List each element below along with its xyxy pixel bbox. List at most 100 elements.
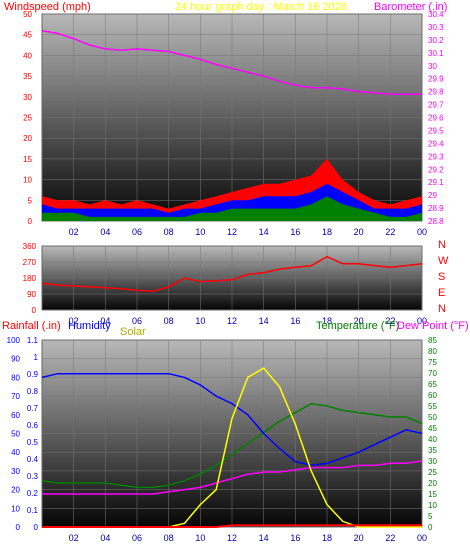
temperature-axis-label: Temperature (°F) [316,320,399,332]
humidity-axis-label: Humidity [68,320,111,332]
rain-y-tick: 0.8 [27,387,39,396]
x-tick-label: 12 [227,227,237,237]
barometer-axis-label: Barometer (.in) [374,1,447,13]
dewpoint-series [42,460,423,495]
rainfall-axis-label: Rainfall (.in) [2,320,61,332]
rain-y-tick: 0.7 [27,404,39,413]
x-tick-label: 16 [290,227,300,237]
temp-y-tick: 45 [428,424,437,433]
humidity-y-tick: 0 [16,523,21,532]
humidity-y-tick: 80 [11,373,20,382]
wind-direction-series [41,255,423,293]
temp-y-tick: 25 [428,468,437,477]
graph-title: 24 hour graph day : March 16 2026 [175,1,347,13]
wind-y-tick: 0 [28,217,33,226]
x-tick-label: 22 [385,316,395,326]
rain-y-tick: 0 [34,523,39,532]
humidity-y-tick: 20 [11,486,20,495]
temp-y-tick: 55 [428,402,437,411]
temp-y-tick: 80 [428,347,437,356]
temp-y-tick: 30 [428,457,437,466]
humidity-series [41,372,423,467]
dewpoint-axis-label: Dew Point (°F) [397,320,469,332]
x-tick-label: 08 [164,227,174,237]
rain-y-tick: 1.1 [27,336,39,345]
baro-y-tick: 30.4 [428,10,444,19]
humidity-y-tick: 60 [11,411,20,420]
x-tick-label: 14 [259,533,269,543]
wind-y-tick: 45 [23,31,32,40]
wind-y-tick: 20 [23,134,32,143]
humidity-y-tick: 90 [11,355,20,364]
baro-y-tick: 29.8 [428,88,444,97]
temp-y-tick: 15 [428,490,437,499]
direction-y-tick: 180 [23,274,37,283]
direction-y-tick: 360 [23,242,37,251]
x-tick-label: 10 [195,316,205,326]
x-tick-label: 06 [132,316,142,326]
baro-y-tick: 28.8 [428,217,444,226]
baro-y-tick: 30.1 [428,49,444,58]
humidity-y-tick: 30 [11,467,20,476]
windspeed-axis-label: Windspeed (mph) [4,1,91,13]
x-tick-label: 04 [100,533,110,543]
x-tick-label: 02 [69,533,79,543]
temp-y-tick: 40 [428,435,437,444]
rain-y-tick: 0.3 [27,472,39,481]
wind-y-tick: 30 [23,93,32,102]
x-tick-label: 00 [417,316,427,326]
x-tick-label: 12 [227,316,237,326]
compass-label: W [438,255,449,267]
rain-y-tick: 0.1 [27,506,39,515]
x-tick-label: 22 [385,533,395,543]
temperature-series [41,403,423,489]
baro-y-tick: 30.2 [428,36,444,45]
temp-y-tick: 65 [428,380,437,389]
wind-y-tick: 40 [23,51,32,60]
baro-y-tick: 29.4 [428,139,444,148]
wind-y-tick: 50 [23,10,32,19]
x-tick-label: 00 [417,227,427,237]
humidity-y-tick: 10 [11,504,20,513]
baro-y-tick: 29.9 [428,75,444,84]
compass-label: E [438,287,445,299]
barometer-series [41,30,422,95]
humidity-y-tick: 70 [11,392,20,401]
temp-y-tick: 10 [428,501,437,510]
x-tick-label: 16 [290,316,300,326]
x-tick-label: 10 [195,227,205,237]
temp-y-tick: 60 [428,391,437,400]
rain-y-tick: 1 [34,353,39,362]
x-tick-label: 20 [354,227,364,237]
x-tick-label: 10 [195,533,205,543]
x-tick-label: 14 [259,227,269,237]
wind-y-tick: 25 [23,114,32,123]
x-tick-label: 18 [322,533,332,543]
x-tick-label: 06 [132,227,142,237]
baro-y-tick: 30.3 [428,23,444,32]
temp-y-tick: 0 [428,523,433,532]
temp-y-tick: 20 [428,479,437,488]
baro-y-tick: 30 [428,62,437,71]
x-tick-label: 22 [385,227,395,237]
x-tick-label: 08 [164,316,174,326]
temp-y-tick: 75 [428,358,437,367]
direction-y-tick: 270 [23,258,37,267]
x-tick-label: 12 [227,533,237,543]
humidity-y-tick: 100 [7,336,21,345]
temp-y-tick: 85 [428,336,437,345]
x-tick-label: 02 [69,227,79,237]
x-tick-label: 18 [322,227,332,237]
compass-label: S [438,271,445,283]
x-tick-label: 18 [322,316,332,326]
wind-low-series [42,196,422,221]
temp-y-tick: 35 [428,446,437,455]
solar-axis-label: Solar [120,326,146,338]
baro-y-tick: 29.6 [428,114,444,123]
humidity-y-tick: 50 [11,430,20,439]
x-tick-label: 06 [132,533,142,543]
direction-y-tick: 90 [27,290,36,299]
x-tick-label: 00 [417,533,427,543]
x-tick-label: 20 [354,316,364,326]
